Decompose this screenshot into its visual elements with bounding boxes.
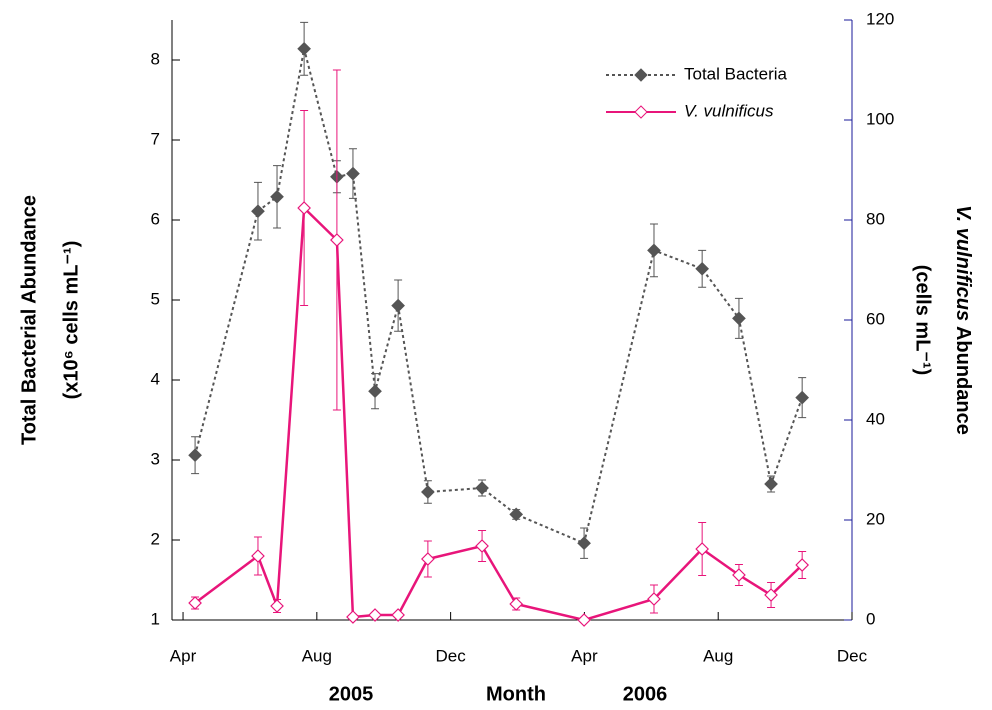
x-tick-label: Apr: [170, 646, 197, 665]
y2-label: (cells mL⁻¹): [912, 265, 934, 376]
y2-tick-label: 40: [866, 409, 885, 428]
marker: [270, 189, 284, 204]
marker: [368, 608, 382, 622]
y2-tick-label: 20: [866, 509, 885, 528]
marker: [475, 539, 489, 553]
y-tick-label: 5: [151, 289, 160, 308]
y-label-line: (x10⁶ cells mL⁻¹): [60, 241, 82, 400]
y-tick-label: 1: [151, 609, 160, 628]
y2-tick-label: 60: [866, 309, 885, 328]
x-tick-label: Apr: [571, 646, 598, 665]
marker: [475, 481, 489, 495]
marker: [732, 568, 746, 582]
marker: [795, 558, 810, 572]
y2-tick-label: 0: [866, 609, 875, 628]
x-label: 2006: [623, 683, 668, 705]
y2-tick-label: 80: [866, 209, 885, 228]
marker: [270, 599, 284, 613]
y-tick-label: 7: [151, 129, 160, 148]
x-tick-label: Aug: [703, 646, 733, 665]
y-tick-label: 4: [151, 369, 160, 388]
y2-label-line: (cells mL⁻¹): [912, 265, 934, 376]
marker: [251, 549, 265, 563]
marker: [346, 166, 360, 181]
marker: [764, 588, 778, 602]
marker: [368, 384, 382, 399]
y-tick-label: 3: [151, 449, 160, 468]
marker: [297, 201, 311, 215]
marker: [330, 233, 344, 247]
y2-tick-label: 120: [866, 9, 894, 28]
marker: [509, 597, 524, 611]
marker: [647, 592, 661, 606]
y-label: (x10⁶ cells mL⁻¹): [60, 241, 82, 400]
x-tick-label: Dec: [837, 646, 868, 665]
marker: [391, 298, 405, 313]
x-label: 2005: [329, 683, 374, 705]
marker: [647, 243, 661, 258]
marker: [421, 552, 435, 566]
marker: [251, 204, 265, 219]
y-tick-label: 8: [151, 49, 160, 68]
marker: [421, 485, 435, 499]
marker: [297, 41, 311, 56]
marker: [346, 610, 360, 624]
legend-label: V. vulnificus: [684, 101, 774, 120]
y2-label-part: Abundance: [952, 326, 974, 435]
marker: [795, 390, 810, 405]
marker: [577, 613, 591, 627]
y2-label: V. vulnificus Abundance: [952, 205, 974, 435]
marker: [577, 536, 591, 551]
legend-marker: [634, 105, 648, 119]
y2-label-line: V. vulnificus Abundance: [952, 205, 974, 435]
x-tick-label: Dec: [436, 646, 467, 665]
y-label: Total Bacterial Abundance: [18, 195, 40, 445]
x-tick-label: Aug: [302, 646, 332, 665]
y-tick-label: 6: [151, 209, 160, 228]
marker: [732, 311, 746, 326]
legend-marker: [634, 68, 648, 82]
legend-label: Total Bacteria: [684, 64, 788, 83]
marker: [695, 542, 710, 556]
marker: [188, 596, 202, 610]
marker: [509, 507, 524, 522]
y2-label-part: V. vulnificus: [952, 205, 974, 321]
y-label-line: Total Bacterial Abundance: [18, 195, 40, 445]
marker: [391, 608, 405, 622]
x-label: Month: [486, 683, 546, 705]
marker: [764, 477, 778, 491]
y2-tick-label: 100: [866, 109, 894, 128]
marker: [695, 261, 710, 276]
marker: [188, 448, 202, 463]
y-tick-label: 2: [151, 529, 160, 548]
series-line: [194, 205, 804, 622]
